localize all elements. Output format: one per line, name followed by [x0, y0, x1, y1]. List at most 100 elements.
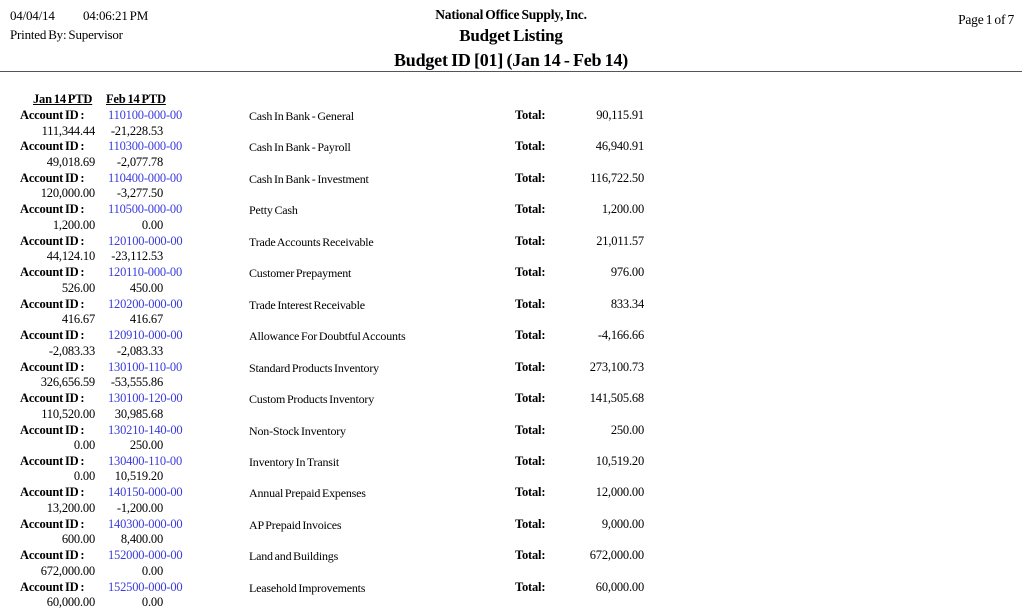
account-id-label: Account ID :: [20, 108, 85, 122]
account-id-link[interactable]: 120910-000-00: [108, 328, 183, 343]
total-value: 12,000.00: [595, 485, 644, 500]
total-label: Total:: [515, 328, 546, 343]
account-id-label: Account ID :: [20, 485, 85, 500]
total-value: 976.00: [610, 265, 644, 280]
jan14-ptd-value: 111,344.44: [41, 123, 96, 138]
total-label: Total:: [515, 579, 546, 594]
feb14-ptd-value: 450.00: [129, 280, 163, 295]
account-row: Account ID : 152000-000-00 Land and Buil…: [0, 548, 1022, 579]
account-id-link[interactable]: 152000-000-00: [108, 548, 183, 563]
account-id-label: Account ID :: [20, 422, 85, 437]
account-id-link[interactable]: 110400-000-00: [108, 170, 183, 185]
page-indicator: Page 1 of 7: [958, 12, 1014, 27]
total-label: Total:: [515, 265, 546, 280]
total-label: Total:: [515, 422, 546, 437]
total-value: -4,166.66: [597, 328, 644, 343]
printed-by: Printed By: Supervisor: [10, 27, 123, 42]
total-label: Total:: [515, 485, 546, 500]
total-value: 273,100.73: [589, 359, 644, 374]
account-id-label: Account ID :: [20, 359, 85, 374]
account-id-link[interactable]: 152500-000-00: [108, 579, 183, 594]
jan14-ptd-value: 0.00: [73, 469, 95, 484]
total-value: 9,000.00: [601, 516, 644, 531]
account-id-link[interactable]: 130100-110-00: [108, 359, 183, 374]
total-label: Total:: [515, 359, 546, 374]
print-date: 04/04/14: [10, 8, 55, 23]
account-description: Cash In Bank - Investment: [249, 171, 369, 186]
account-id-link[interactable]: 110500-000-00: [108, 202, 183, 217]
feb14-ptd-value: 10,519.20: [114, 469, 163, 484]
jan14-ptd-value: -2,083.33: [48, 343, 95, 358]
total-label: Total:: [515, 296, 546, 311]
account-id-label: Account ID :: [20, 548, 85, 563]
total-value: 46,940.91: [595, 139, 644, 154]
account-id-link[interactable]: 110300-000-00: [108, 139, 183, 154]
account-row: Account ID : 140150-000-00 Annual Prepai…: [0, 485, 1022, 516]
account-id-link[interactable]: 120200-000-00: [108, 296, 183, 311]
account-description: Trade Interest Receivable: [249, 297, 365, 312]
account-row: Account ID : 130100-120-00 Custom Produc…: [0, 391, 1022, 422]
account-id-label: Account ID :: [20, 170, 85, 185]
report-subtitle: Budget ID [01] (Jan 14 - Feb 14): [393, 50, 629, 70]
total-label: Total:: [515, 108, 546, 122]
jan14-ptd-value: 326,656.59: [40, 375, 95, 390]
feb14-ptd-value: 30,985.68: [114, 406, 163, 421]
company-name: National Office Supply, Inc.: [435, 7, 587, 22]
feb14-ptd-value: 8,400.00: [120, 532, 163, 547]
feb14-ptd-value: 0.00: [141, 217, 163, 232]
account-row: Account ID : 130210-140-00 Non-Stock Inv…: [0, 423, 1022, 454]
jan14-ptd-value: 0.00: [73, 438, 95, 452]
account-description: Customer Prepayment: [249, 266, 352, 281]
account-id-label: Account ID :: [20, 296, 85, 311]
total-value: 833.34: [610, 296, 644, 311]
account-id-label: Account ID :: [20, 202, 85, 217]
account-row: Account ID : 152500-000-00 Leasehold Imp…: [0, 580, 1022, 611]
header-divider: [0, 71, 1022, 72]
account-id-label: Account ID :: [20, 233, 85, 248]
total-label: Total:: [515, 548, 546, 563]
account-id-link[interactable]: 130210-140-00: [108, 422, 183, 437]
account-row: Account ID : 110300-000-00 Cash In Bank …: [0, 139, 1022, 170]
jan14-ptd-value: 526.00: [61, 280, 95, 295]
account-row: Account ID : 120110-000-00 Customer Prep…: [0, 265, 1022, 296]
account-description: Land and Buildings: [249, 549, 339, 564]
feb14-ptd-value: 0.00: [141, 595, 163, 610]
total-label: Total:: [515, 202, 546, 217]
feb14-ptd-value: -23,112.53: [111, 249, 163, 264]
jan14-ptd-value: 672,000.00: [40, 563, 95, 578]
account-description: Trade Accounts Receivable: [249, 234, 374, 249]
account-id-link[interactable]: 140300-000-00: [108, 516, 183, 531]
jan14-ptd-value: 60,000.00: [46, 595, 95, 610]
total-value: 60,000.00: [595, 579, 644, 594]
account-id-label: Account ID :: [20, 453, 85, 468]
feb14-ptd-value: -53,555.86: [110, 375, 163, 390]
total-value: 90,115.91: [596, 108, 644, 122]
account-id-link[interactable]: 140150-000-00: [108, 485, 183, 500]
account-description: AP Prepaid Invoices: [249, 517, 342, 532]
feb14-ptd-value: 416.67: [129, 312, 163, 327]
account-description: Custom Products Inventory: [249, 392, 374, 407]
account-description: Cash In Bank - General: [249, 109, 354, 123]
account-row: Account ID : 140300-000-00 AP Prepaid In…: [0, 517, 1022, 548]
account-id-link[interactable]: 110100-000-00: [108, 108, 183, 122]
print-time: 04:06:21 PM: [83, 8, 149, 23]
jan14-ptd-value: 600.00: [61, 532, 95, 547]
jan14-ptd-value: 120,000.00: [40, 186, 95, 201]
account-id-label: Account ID :: [20, 265, 85, 280]
account-row: Account ID : 110500-000-00 Petty Cash To…: [0, 202, 1022, 233]
account-row: Account ID : 120910-000-00 Allowance For…: [0, 328, 1022, 359]
report-title: Budget Listing: [459, 26, 563, 45]
account-id-link[interactable]: 130100-120-00: [108, 391, 183, 406]
total-label: Total:: [515, 516, 546, 531]
feb14-ptd-value: 250.00: [129, 438, 163, 452]
total-label: Total:: [515, 170, 546, 185]
account-id-link[interactable]: 120110-000-00: [108, 265, 183, 280]
account-id-label: Account ID :: [20, 391, 85, 406]
account-row: Account ID : 110400-000-00 Cash In Bank …: [0, 171, 1022, 202]
total-value: 116,722.50: [590, 170, 644, 185]
account-id-link[interactable]: 130400-110-00: [108, 453, 183, 468]
total-value: 141,505.68: [589, 391, 644, 406]
jan14-ptd-value: 110,520.00: [41, 406, 95, 421]
account-id-link[interactable]: 120100-000-00: [108, 233, 183, 248]
